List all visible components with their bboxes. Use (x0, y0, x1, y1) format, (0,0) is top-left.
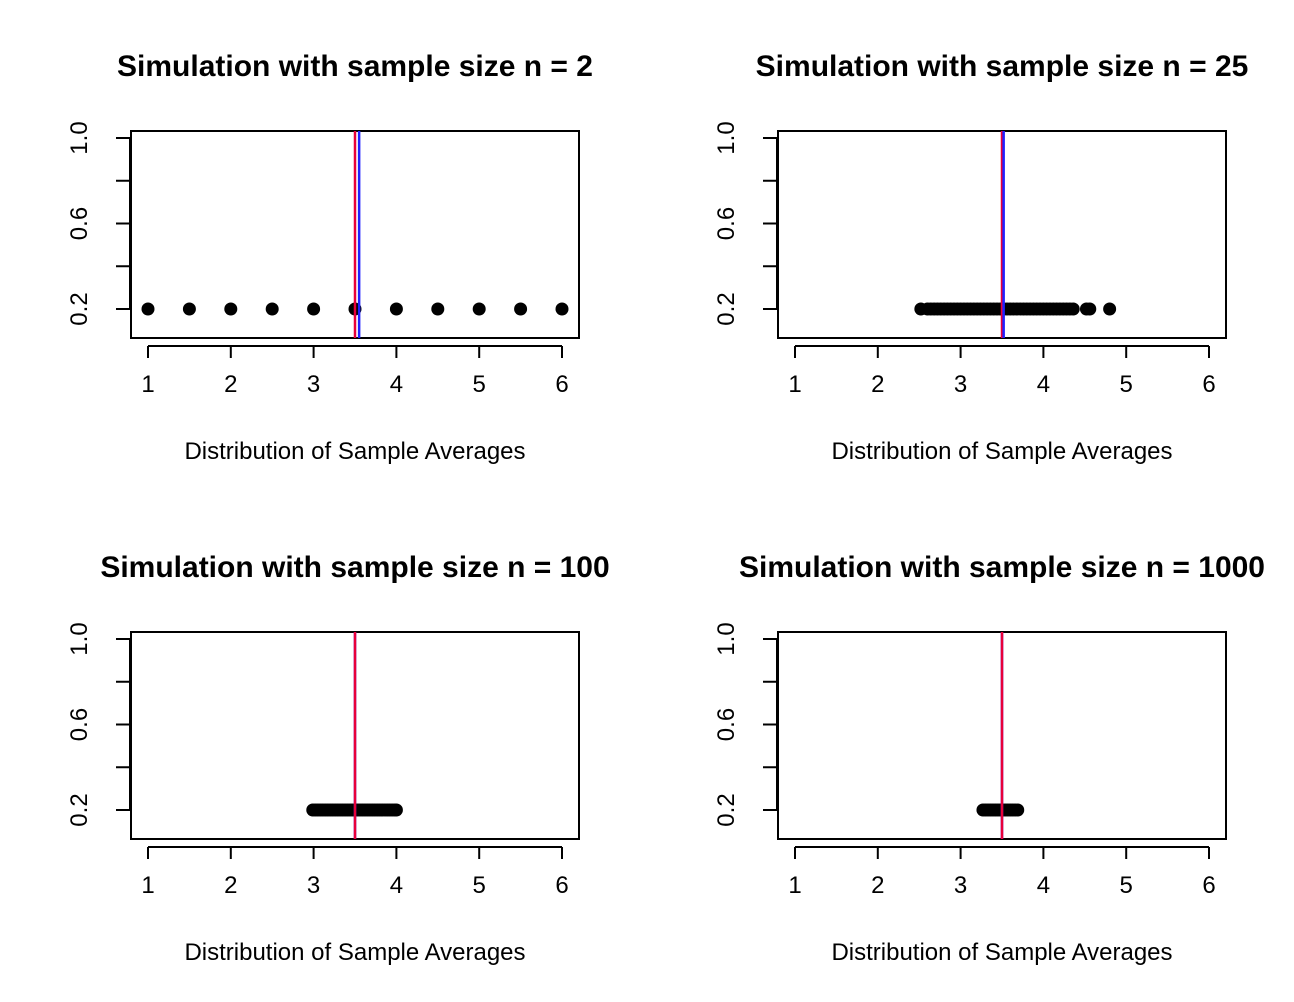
x-tick-label: 2 (871, 371, 884, 398)
x-tick-label: 4 (1037, 872, 1050, 899)
data-point (555, 302, 569, 316)
x-tick-label: 6 (555, 872, 568, 899)
x-tick-label: 2 (871, 872, 884, 899)
chart-title: Simulation with sample size n = 100 (100, 551, 609, 584)
x-tick-label: 3 (307, 872, 320, 899)
x-tick-label: 2 (224, 371, 237, 398)
x-axis-label: Distribution of Sample Averages (831, 438, 1172, 465)
x-tick-label: 3 (307, 371, 320, 398)
chart-panel: Simulation with sample size n = 100 1 2 3 4 5… (66, 551, 610, 966)
chart-title: Simulation with sample size n = 1000 (739, 551, 1265, 584)
data-point (224, 302, 238, 316)
chart-panel: Simulation with sample size n = 2 1 2 3 4 5 6 0… (66, 50, 593, 465)
x-tick-label: 4 (1037, 371, 1050, 398)
chart-title: Simulation with sample size n = 25 (756, 50, 1249, 83)
y-tick-label: 0.2 (66, 793, 93, 826)
y-tick-label: 1.0 (66, 121, 93, 154)
y-tick-label: 0.2 (713, 793, 740, 826)
x-axis-label: Distribution of Sample Averages (184, 438, 525, 465)
data-point (1066, 302, 1080, 316)
x-tick-label: 1 (788, 872, 801, 899)
x-tick-label: 1 (141, 371, 154, 398)
data-point (182, 302, 196, 316)
chart-panel: Simulation with sample size n = 25 1 2 3 4 5 6… (713, 50, 1248, 465)
x-tick-label: 3 (954, 872, 967, 899)
chart-title: Simulation with sample size n = 2 (117, 50, 593, 83)
x-tick-label: 3 (954, 371, 967, 398)
data-point (472, 302, 486, 316)
data-point (1011, 803, 1025, 817)
data-point (141, 302, 155, 316)
y-tick-label: 0.2 (66, 292, 93, 325)
y-tick-label: 0.6 (713, 708, 740, 741)
x-tick-label: 1 (141, 872, 154, 899)
data-point (265, 302, 279, 316)
x-tick-label: 4 (390, 872, 403, 899)
x-tick-label: 2 (224, 872, 237, 899)
y-tick-label: 0.6 (66, 708, 93, 741)
data-point (307, 302, 321, 316)
x-tick-label: 5 (473, 371, 486, 398)
data-point (1103, 302, 1117, 316)
y-tick-label: 0.6 (713, 207, 740, 240)
x-axis-label: Distribution of Sample Averages (184, 939, 525, 966)
x-tick-label: 5 (1120, 872, 1133, 899)
data-point (1083, 302, 1097, 316)
x-tick-label: 6 (1202, 872, 1215, 899)
data-point (514, 302, 528, 316)
x-tick-label: 5 (473, 872, 486, 899)
data-point (389, 302, 403, 316)
x-tick-label: 5 (1120, 371, 1133, 398)
y-tick-label: 1.0 (66, 622, 93, 655)
y-tick-label: 1.0 (713, 622, 740, 655)
y-tick-label: 1.0 (713, 121, 740, 154)
x-tick-label: 1 (788, 371, 801, 398)
chart-panel: Simulation with sample size n = 1000 1 2 3 4… (713, 551, 1265, 966)
y-tick-label: 0.6 (66, 207, 93, 240)
data-point (431, 302, 445, 316)
x-tick-label: 6 (555, 371, 568, 398)
x-axis-label: Distribution of Sample Averages (831, 939, 1172, 966)
data-point (389, 803, 403, 817)
y-tick-label: 0.2 (713, 292, 740, 325)
x-tick-label: 6 (1202, 371, 1215, 398)
x-tick-label: 4 (390, 371, 403, 398)
